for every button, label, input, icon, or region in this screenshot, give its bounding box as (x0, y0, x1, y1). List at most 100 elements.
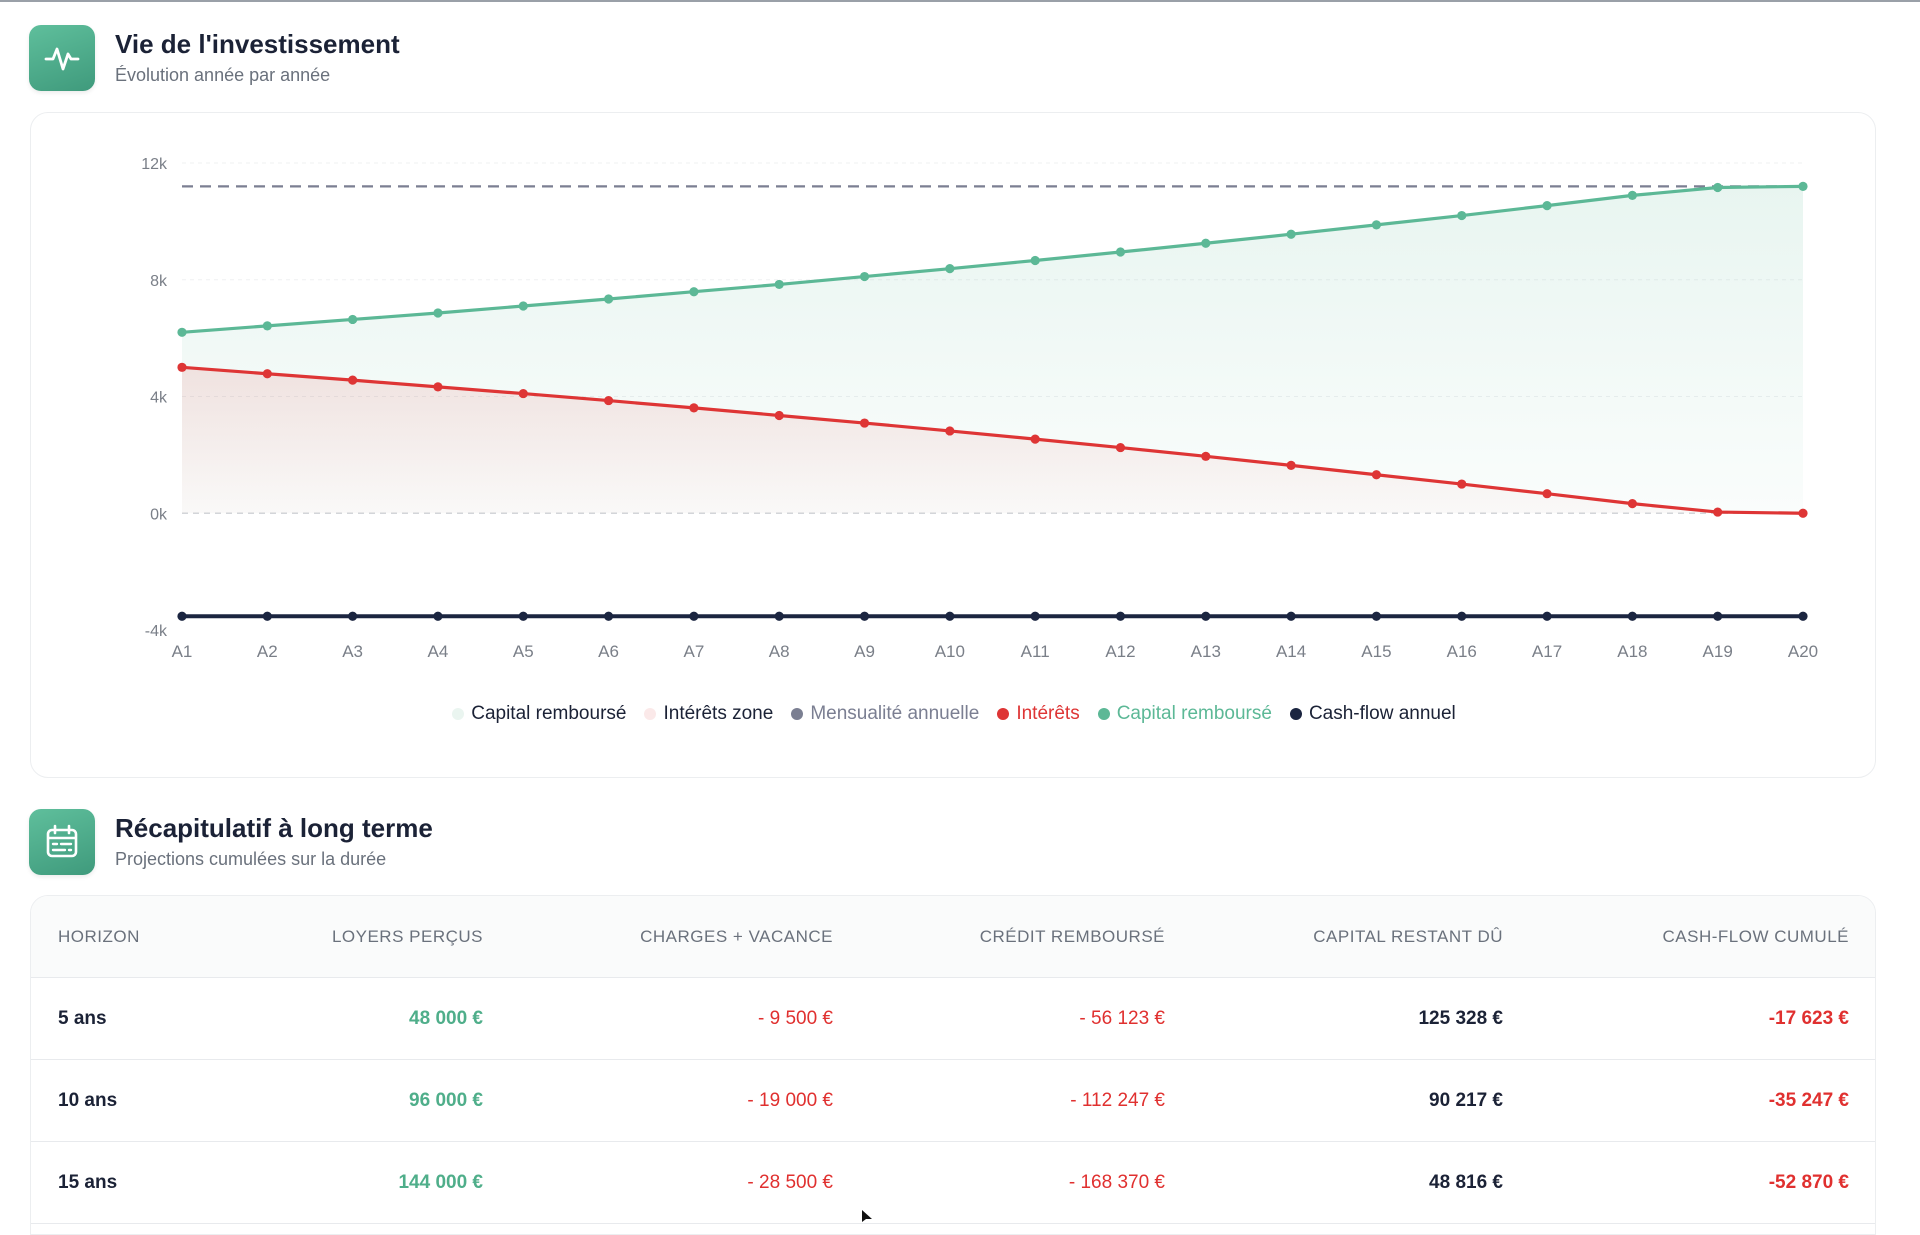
cashflow-point (1713, 611, 1723, 621)
cashflow-point (262, 611, 272, 621)
capital-point (1627, 190, 1637, 200)
x-tick-label: A16 (1447, 642, 1477, 661)
table-row: 5 ans 48 000 € - 9 500 € - 56 123 € 125 … (31, 978, 1875, 1060)
interets-point (262, 369, 272, 379)
interets-point (1627, 499, 1637, 509)
x-tick-label: A9 (854, 642, 875, 661)
interets-point (603, 395, 614, 406)
interets-point (1201, 451, 1211, 461)
x-tick-label: A11 (1021, 642, 1050, 661)
capital-point (945, 264, 955, 274)
legend-item[interactable]: Intérêts zone (644, 703, 773, 725)
capital-point (859, 271, 870, 282)
capital-point (1286, 229, 1296, 239)
cell-capital: 125 328 € (1418, 1007, 1503, 1029)
cashflow-point (859, 611, 870, 621)
x-tick-label: A3 (342, 642, 363, 661)
legend-dot-icon (997, 708, 1010, 720)
legend-label: Capital remboursé (1116, 703, 1272, 724)
y-tick-label: 4k (150, 390, 168, 407)
cell-capital: 48 816 € (1429, 1171, 1503, 1193)
table-row: 10 ans 96 000 € - 19 000 € - 112 247 € 9… (31, 1060, 1875, 1142)
interets-point (945, 426, 955, 436)
cashflow-point (1286, 611, 1296, 621)
summary-subtitle: Projections cumulées sur la durée (115, 849, 387, 869)
mouse-cursor-icon (862, 1210, 872, 1222)
header-capital: CAPITAL RESTANT DÛ (1313, 926, 1503, 946)
investment-title: Vie de l'investissement (115, 29, 400, 59)
cashflow-point (1627, 611, 1637, 621)
summary-title: Récapitulatif à long terme (115, 813, 433, 843)
interets-area (182, 367, 1803, 514)
legend-item[interactable]: Cash-flow annuel (1289, 703, 1456, 725)
capital-point (1798, 181, 1808, 191)
x-tick-label: A1 (172, 642, 193, 661)
interets-point (433, 382, 443, 392)
cashflow-point (689, 611, 699, 621)
top-divider (0, 0, 1920, 2)
cell-capital: 90 217 € (1429, 1089, 1503, 1111)
header-charges: CHARGES + VACANCE (640, 926, 833, 946)
x-tick-label: A10 (935, 642, 965, 661)
legend-dot-icon (1097, 708, 1110, 720)
interets-point (1286, 460, 1296, 470)
table-row: 15 ans 144 000 € - 28 500 € - 168 370 € … (31, 1142, 1875, 1224)
legend-dot-icon (452, 708, 465, 720)
interets-point (1798, 508, 1808, 518)
cashflow-point (774, 611, 784, 621)
calendar-icon (29, 809, 95, 875)
x-tick-label: A18 (1617, 642, 1647, 661)
legend-item[interactable]: Capital remboursé (452, 703, 626, 725)
x-tick-label: A6 (598, 642, 619, 661)
cell-loyers: 96 000 € (409, 1089, 483, 1111)
interets-point (1457, 479, 1467, 489)
cell-charges: - 19 000 € (747, 1089, 833, 1111)
x-tick-label: A5 (513, 642, 534, 661)
table-header-row: HORIZON LOYERS PERÇUS CHARGES + VACANCE … (31, 896, 1875, 978)
legend-label: Mensualité annuelle (810, 703, 980, 724)
legend-item[interactable]: Mensualité annuelle (791, 703, 979, 725)
cashflow-point (1457, 611, 1467, 621)
cashflow-point (1201, 611, 1211, 621)
y-tick-label: 8k (150, 273, 168, 290)
interets-point (348, 375, 358, 385)
cell-charges: - 28 500 € (747, 1171, 833, 1193)
cell-loyers: 48 000 € (409, 1007, 483, 1029)
legend-item[interactable]: Capital remboursé (1097, 703, 1272, 725)
activity-pulse-icon (29, 25, 95, 91)
summary-table: HORIZON LOYERS PERÇUS CHARGES + VACANCE … (30, 895, 1876, 1235)
cashflow-point (603, 611, 614, 621)
interets-point (1542, 489, 1552, 499)
interets-point (1115, 442, 1126, 453)
x-tick-label: A4 (428, 642, 449, 661)
header-credit: CRÉDIT REMBOURSÉ (979, 926, 1165, 946)
cashflow-point (1371, 611, 1382, 621)
cell-cashflow: -35 247 € (1768, 1089, 1849, 1111)
header-horizon: HORIZON (58, 926, 140, 946)
x-tick-label: A15 (1361, 642, 1391, 661)
cashflow-point (518, 611, 528, 621)
cashflow-point (1542, 611, 1552, 621)
interets-point (1713, 507, 1723, 517)
legend-item[interactable]: Intérêts (997, 703, 1080, 725)
legend-label: Capital remboursé (471, 703, 627, 724)
chart-card: 12k 8k 4k 0k -4k A1 A2 A3 A4 A5 A6 A7 A8 A9 A10 A11 A12 A… (30, 112, 1876, 778)
interets-point (859, 418, 870, 428)
y-tick-label: 0k (150, 506, 168, 523)
x-tick-label: A2 (257, 642, 278, 661)
header-loyers: LOYERS PERÇUS (331, 926, 483, 946)
capital-point (518, 301, 528, 311)
x-tick-label: A13 (1191, 642, 1221, 661)
cell-credit: - 112 247 € (1070, 1089, 1165, 1111)
capital-point (603, 294, 614, 304)
y-tick-label: -4k (145, 623, 168, 640)
capital-point (689, 287, 699, 297)
cashflow-point (945, 611, 955, 621)
capital-point (177, 327, 187, 337)
cashflow-point (1030, 611, 1040, 621)
capital-point (1457, 210, 1467, 221)
capital-point (262, 321, 272, 331)
investment-subtitle: Évolution année par année (115, 65, 331, 85)
capital-point (1115, 247, 1126, 257)
